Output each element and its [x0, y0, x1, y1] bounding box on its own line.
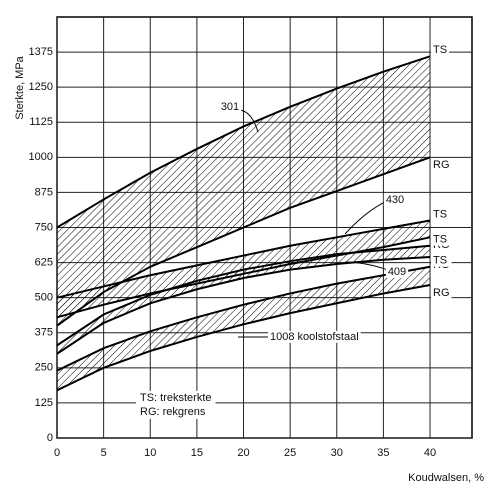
y-tick-label: 0: [47, 432, 53, 444]
band-label: 430: [386, 194, 404, 206]
x-tick-label: 5: [101, 447, 107, 459]
curve-upper: [56, 219, 431, 299]
curve-label: RG: [433, 159, 450, 171]
legend-note: RG: rekgrens: [140, 406, 206, 418]
x-tick-label: 10: [144, 447, 156, 459]
y-tick-label: 250: [35, 362, 53, 374]
x-axis-title: Koudwalsen, %: [408, 472, 484, 484]
leader-line: [239, 109, 259, 133]
y-tick-label: 1125: [29, 116, 53, 128]
y-tick-label: 1375: [29, 46, 53, 58]
curve-lower: [56, 255, 431, 355]
label-background: [431, 44, 450, 57]
curve-label: RG: [433, 287, 450, 299]
label-background: [431, 159, 452, 172]
y-tick-label: 125: [35, 397, 53, 409]
label-background: [431, 254, 450, 267]
x-tick-label: 40: [424, 447, 436, 459]
leader-line: [344, 261, 389, 271]
label-background: [218, 100, 242, 113]
y-tick-label: 875: [35, 186, 53, 198]
x-tick-label: 35: [377, 447, 389, 459]
band-label: 1008 koolstofstaal: [270, 331, 359, 343]
x-tick-label: 30: [331, 447, 343, 459]
y-tick-label: 750: [35, 221, 53, 233]
x-tick-label: 25: [284, 447, 296, 459]
y-tick-label: 625: [35, 256, 53, 268]
leader-line: [344, 201, 386, 235]
label-background: [431, 286, 452, 299]
curve-upper: [56, 244, 431, 347]
x-tick-label: 0: [54, 447, 60, 459]
x-tick-label: 15: [191, 447, 203, 459]
curve-label: TS: [433, 208, 447, 220]
y-tick-label: 1000: [29, 151, 53, 163]
curve-label: TS: [433, 234, 447, 246]
curve-label: TS: [433, 44, 447, 56]
y-tick-label: 500: [35, 292, 53, 304]
band-fill: [57, 266, 431, 391]
y-tick-label: 1250: [29, 81, 53, 93]
label-background: [431, 233, 450, 246]
curve-label: TS: [433, 255, 447, 267]
band-layer: [56, 55, 431, 392]
band-label: 409: [388, 266, 406, 278]
y-tick-label: 375: [35, 327, 53, 339]
y-axis-title: Sterkte, MPa: [14, 55, 26, 119]
curve-upper: [56, 265, 431, 372]
band-label: 301: [221, 101, 239, 113]
legend-background: [136, 390, 216, 405]
x-tick-label: 20: [237, 447, 249, 459]
legend-note: TS: treksterkte: [140, 392, 212, 404]
band-fill: [57, 245, 431, 354]
label-background: [431, 208, 450, 221]
label-background: [383, 193, 407, 206]
curve-upper: [56, 55, 431, 229]
band-fill: [57, 56, 431, 326]
label-background: [385, 265, 409, 278]
curve-lower: [56, 284, 431, 392]
label-background: [268, 330, 361, 343]
legend-background: [136, 404, 210, 419]
